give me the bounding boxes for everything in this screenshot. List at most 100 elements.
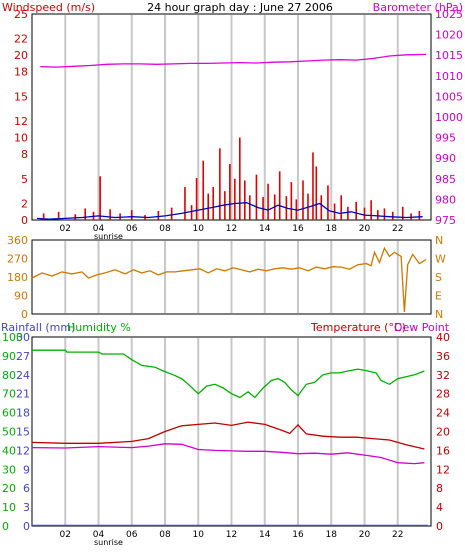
windspeed-tick-label: 20 — [14, 49, 28, 62]
compass-tick-label: N — [435, 234, 443, 247]
rainfall-tick-label: 12 — [16, 444, 30, 457]
rainfall-tick-label: 21 — [16, 388, 30, 401]
humidity-tick-label: 90 — [2, 350, 16, 363]
rainfall-tick-label: 6 — [23, 482, 30, 495]
rainfall-tick-label: 0 — [23, 520, 30, 533]
dew_point-line — [31, 443, 425, 465]
windspeed-tick-label: 18 — [14, 66, 28, 79]
chart-title: 24 hour graph day : June 27 2006 — [147, 1, 333, 14]
humidity-axis-label: Humidity % — [67, 321, 131, 334]
barometer-tick-label: 975 — [435, 214, 456, 227]
direction-tick-label: 270 — [7, 253, 28, 266]
humidity-tick-label: 80 — [2, 369, 16, 382]
direction-tick-label: 360 — [7, 234, 28, 247]
x-tick-label: 22 — [392, 530, 403, 540]
dew-point-axis-label: Dew Point — [394, 321, 450, 334]
windspeed-tick-label: 5 — [21, 173, 28, 186]
barometer-tick-label: 1015 — [435, 49, 463, 62]
direction-tick-label: 180 — [7, 271, 28, 284]
windspeed-tick-label: 10 — [14, 132, 28, 145]
compass-tick-label: W — [435, 253, 446, 266]
barometer-tick-label: 980 — [435, 193, 456, 206]
humidity-tick-label: 70 — [2, 388, 16, 401]
humidity-tick-label: 100 — [2, 331, 23, 344]
rainfall-tick-label: 9 — [23, 463, 30, 476]
windspeed-tick-label: 0 — [21, 214, 28, 227]
x-tick-label: 14 — [259, 530, 271, 540]
barometer-tick-label: 1010 — [435, 70, 463, 83]
x-tick-label: 02 — [60, 530, 71, 540]
temperature-tick-label: 12 — [436, 463, 450, 476]
temperature-tick-label: 32 — [436, 369, 450, 382]
wind-direction-line — [31, 246, 427, 312]
wind_avg-line — [36, 202, 423, 220]
x-tick-label: 06 — [126, 530, 138, 540]
sunrise-label: sunrise — [94, 538, 123, 547]
temperature-tick-label: 24 — [436, 407, 450, 420]
rainfall-tick-label: 27 — [16, 350, 30, 363]
rainfall-tick-label: 24 — [16, 369, 30, 382]
temperature-tick-label: 16 — [436, 444, 450, 457]
barometer-tick-label: 985 — [435, 173, 456, 186]
compass-tick-label: N — [435, 308, 443, 321]
compass-tick-label: E — [435, 290, 442, 303]
direction-tick-label: 90 — [14, 290, 28, 303]
humidity-tick-label: 20 — [2, 482, 16, 495]
x-tick-label: 12 — [226, 530, 237, 540]
temperature-tick-label: 36 — [436, 350, 450, 363]
x-tick-label: 18 — [326, 224, 338, 234]
windspeed-tick-label: 22 — [14, 33, 28, 46]
x-tick-label: 14 — [259, 224, 271, 234]
x-tick-label: 20 — [359, 224, 371, 234]
sunrise-label: sunrise — [94, 232, 123, 241]
barometer-line — [40, 53, 427, 68]
x-tick-label: 22 — [392, 224, 403, 234]
x-tick-label: 08 — [159, 530, 171, 540]
rainfall-tick-label: 30 — [16, 331, 30, 344]
humidity-tick-label: 0 — [2, 520, 9, 533]
x-tick-label: 18 — [326, 530, 338, 540]
rainfall-tick-label: 15 — [16, 426, 30, 439]
compass-tick-label: S — [435, 271, 442, 284]
x-tick-label: 10 — [193, 224, 205, 234]
humidity-line — [32, 349, 425, 399]
temperature-tick-label: 4 — [436, 501, 443, 514]
humidity-tick-label: 50 — [2, 426, 16, 439]
x-tick-label: 02 — [60, 224, 71, 234]
direction-tick-label: 0 — [21, 308, 28, 321]
temperature-line — [31, 421, 425, 450]
rainfall-tick-label: 3 — [23, 501, 30, 514]
temperature-axis-label: Temperature (°C) — [310, 321, 406, 334]
windspeed-axis-label: Windspeed (m/s) — [2, 1, 95, 14]
x-tick-label: 16 — [292, 224, 304, 234]
barometer-tick-label: 1000 — [435, 111, 463, 124]
temperature-tick-label: 0 — [436, 520, 443, 533]
humidity-tick-label: 30 — [2, 463, 16, 476]
windspeed-tick-label: 8 — [21, 148, 28, 161]
barometer-tick-label: 1020 — [435, 29, 463, 42]
x-tick-label: 08 — [159, 224, 171, 234]
windspeed-tick-label: 25 — [14, 8, 28, 21]
barometer-tick-label: 1025 — [435, 8, 463, 21]
x-tick-label: 06 — [126, 224, 138, 234]
temperature-tick-label: 8 — [436, 482, 443, 495]
barometer-tick-label: 995 — [435, 132, 456, 145]
temperature-tick-label: 40 — [436, 331, 450, 344]
windspeed-tick-label: 15 — [14, 90, 28, 103]
x-tick-label: 04 — [93, 530, 105, 540]
x-tick-label: 04 — [93, 224, 105, 234]
windspeed-tick-label: 12 — [14, 115, 28, 128]
temperature-tick-label: 28 — [436, 388, 450, 401]
temperature-tick-label: 20 — [436, 426, 450, 439]
barometer-tick-label: 1005 — [435, 90, 463, 103]
humidity-tick-label: 10 — [2, 501, 16, 514]
humidity-tick-label: 40 — [2, 444, 16, 457]
x-tick-label: 10 — [193, 530, 205, 540]
rainfall-axis-label: Rainfall (mm) — [1, 321, 75, 334]
x-tick-label: 20 — [359, 530, 371, 540]
x-tick-label: 16 — [292, 530, 304, 540]
barometer-tick-label: 990 — [435, 152, 456, 165]
rainfall-tick-label: 18 — [16, 407, 30, 420]
x-tick-label: 12 — [226, 224, 237, 234]
